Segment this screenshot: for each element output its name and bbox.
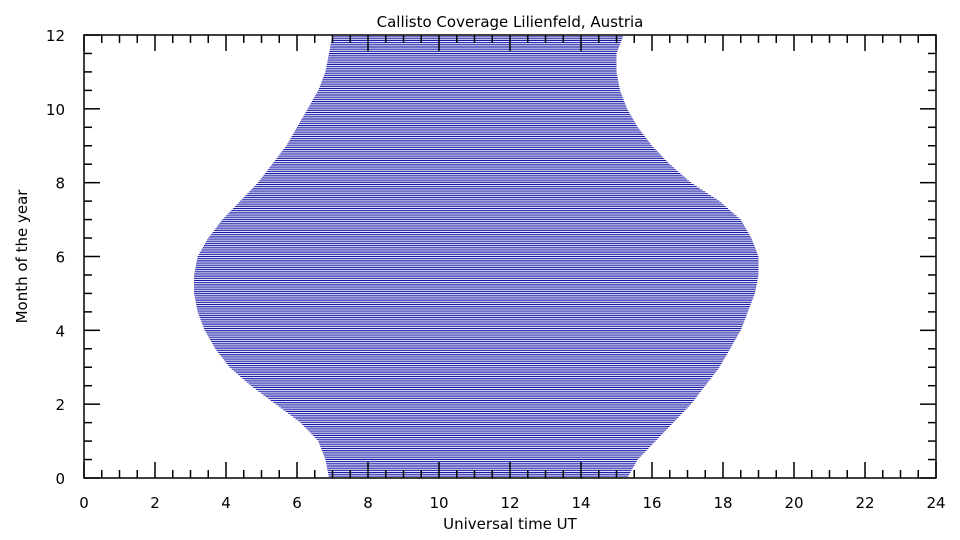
plot-frame [83,34,937,479]
y-tick-label: 0 [55,470,65,488]
x-tick-label: 4 [221,494,231,512]
x-tick-label: 16 [642,494,661,512]
y-tick-label: 8 [55,175,65,193]
y-tick-label: 10 [46,101,65,119]
chart-title: Callisto Coverage Lilienfeld, Austria [377,13,644,31]
x-tick-label: 18 [713,494,732,512]
y-tick-label: 4 [55,322,65,340]
y-tick-label: 2 [55,396,65,414]
x-axis-label: Universal time UT [443,515,578,533]
y-tick-label: 6 [55,249,65,267]
y-axis-label: Month of the year [13,189,31,324]
x-tick-label: 0 [79,494,89,512]
y-tick-label: 12 [46,27,65,45]
x-tick-label: 8 [363,494,373,512]
x-tick-label: 20 [784,494,803,512]
x-tick-label: 24 [926,494,945,512]
x-tick-label: 12 [500,494,519,512]
x-tick-label: 2 [150,494,160,512]
x-tick-label: 22 [855,494,874,512]
coverage-hatch-area [194,34,759,479]
x-tick-label: 10 [429,494,448,512]
x-tick-label: 6 [292,494,302,512]
x-tick-label: 14 [571,494,590,512]
